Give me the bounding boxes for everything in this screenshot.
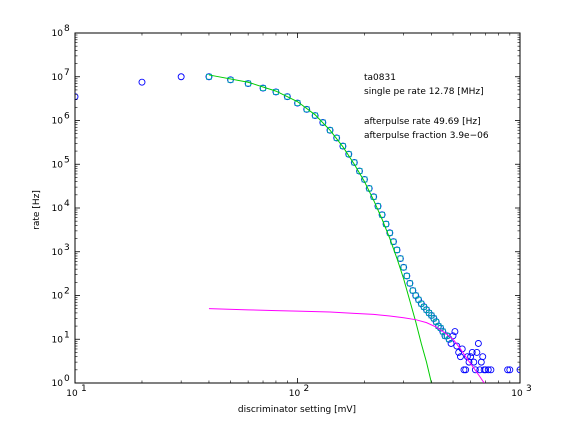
data-point-circle (484, 366, 492, 374)
data-point-circle (453, 342, 461, 350)
data-point-circle (462, 366, 470, 374)
y-tick-label-exponent: 3 (64, 243, 70, 253)
data-point-square (327, 127, 333, 134)
data-point-circle (468, 348, 476, 356)
data-point-circle (403, 272, 411, 280)
y-tick-label-exponent: 2 (64, 287, 70, 297)
data-point-square (444, 332, 450, 339)
data-point-circle (326, 126, 334, 134)
x-tick-label-exponent: 2 (304, 384, 310, 394)
data-point-square (206, 73, 212, 80)
data-point-circle (451, 328, 459, 335)
data-point-circle (382, 220, 390, 228)
series-line-2 (208, 74, 432, 383)
y-tick-label: 10 (52, 117, 64, 127)
y-tick-label: 10 (52, 29, 64, 39)
y-tick-label: 10 (52, 248, 64, 258)
data-point-circle (482, 366, 489, 374)
data-point-circle (177, 73, 185, 81)
data-point-circle (487, 366, 495, 374)
data-point-square (375, 203, 381, 210)
data-point-circle (386, 229, 394, 237)
y-tick-label-exponent: 6 (64, 112, 70, 122)
data-point-circle (339, 142, 347, 150)
data-point-circle (473, 348, 481, 356)
plot-area (74, 32, 521, 384)
y-tick-label-exponent: 7 (64, 68, 70, 78)
data-point-circle (333, 134, 341, 142)
axis-ticks: 10 1 10 2 10 310 010 110 210 310 410 510 610 710 8 (52, 24, 532, 399)
x-tick-label-exponent: 3 (526, 384, 532, 394)
data-point-square (284, 93, 291, 100)
data-point-circle (138, 78, 146, 86)
series-line-3 (208, 308, 485, 383)
y-tick-label: 10 (52, 204, 64, 214)
data-point-circle (205, 73, 213, 81)
x-tick-label: 10 (511, 389, 523, 399)
y-tick-label-exponent: 1 (64, 330, 70, 340)
data-point-circle (470, 358, 478, 366)
data-point-circle (471, 366, 479, 374)
y-axis-label: rate [Hz] (32, 190, 42, 230)
data-point-circle (506, 366, 514, 374)
annotation-dataset: ta0831 (364, 73, 396, 83)
data-point-square (403, 273, 410, 279)
data-point-circle (283, 93, 291, 101)
data-point-circle (460, 366, 468, 374)
x-tick-label-exponent: 1 (81, 384, 87, 394)
annotation-afterpulse-fraction: afterpulse fraction 3.9e−06 (364, 131, 489, 141)
data-point-circle (272, 88, 280, 96)
plot-content (75, 73, 520, 383)
y-tick-label: 10 (52, 73, 64, 83)
data-point-circle (378, 211, 386, 219)
y-tick-label: 10 (52, 379, 64, 389)
data-point-circle (319, 119, 327, 126)
data-point-square (333, 135, 340, 141)
x-axis-label: discriminator setting [mV] (238, 405, 356, 415)
data-point-circle (467, 353, 475, 361)
data-point-circle (504, 366, 512, 374)
annotation-single-pe-rate: single pe rate 12.78 [MHz] (364, 87, 484, 97)
data-point-circle (455, 348, 463, 356)
y-tick-label-exponent: 5 (64, 155, 70, 165)
data-point-circle (406, 279, 414, 287)
data-point-circle (516, 366, 520, 374)
y-tick-label-exponent: 4 (64, 199, 70, 209)
data-point-circle (303, 105, 311, 113)
annotation-afterpulse-rate: afterpulse rate 49.69 [Hz] (364, 117, 481, 127)
data-point-square (319, 119, 326, 126)
data-point-square (397, 255, 404, 262)
data-point-circle (447, 340, 455, 347)
data-point-square (303, 106, 310, 113)
data-point-circle (311, 112, 319, 119)
data-point-square (400, 264, 407, 271)
data-point-circle (474, 340, 482, 347)
data-point-square (340, 143, 346, 149)
x-tick-label: 10 (66, 389, 78, 399)
data-point-circle (350, 158, 358, 166)
y-tick-label-exponent: 0 (64, 374, 70, 384)
y-tick-label: 10 (52, 292, 64, 302)
data-point-square (394, 247, 400, 253)
y-tick-label: 10 (52, 335, 64, 345)
data-point-square (312, 112, 319, 119)
y-tick-label-exponent: 8 (64, 24, 70, 34)
data-point-circle (345, 150, 353, 158)
data-point-square (406, 280, 413, 287)
data-point-circle (457, 353, 464, 361)
x-tick-label: 10 (289, 389, 301, 399)
data-point-circle (400, 263, 408, 271)
data-point-circle (479, 353, 487, 361)
y-tick-label: 10 (52, 160, 64, 170)
data-point-circle (294, 99, 301, 107)
data-point-circle (75, 93, 79, 101)
